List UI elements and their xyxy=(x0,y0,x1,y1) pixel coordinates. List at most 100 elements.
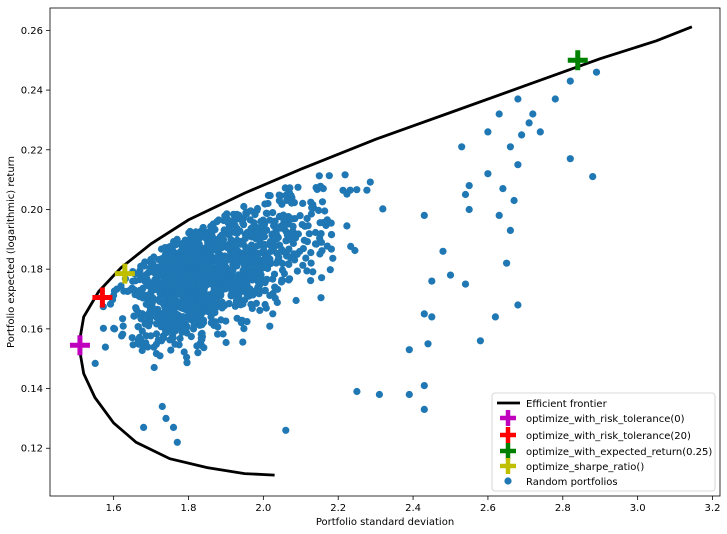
x-tick-label: 1.8 xyxy=(181,503,197,514)
x-tick-label: 2.0 xyxy=(255,503,271,514)
random-portfolio-point xyxy=(242,245,250,253)
random-portfolio-point xyxy=(309,201,317,209)
random-portfolio-point xyxy=(251,211,259,219)
random-portfolio-point xyxy=(237,301,245,309)
random-portfolio-point xyxy=(327,231,336,239)
random-portfolio-point xyxy=(131,291,139,299)
random-portfolio-point xyxy=(233,259,241,267)
random-portfolio-point xyxy=(325,172,333,180)
random-portfolio-point xyxy=(206,238,215,246)
random-portfolio-point xyxy=(226,226,234,234)
random-portfolio-point xyxy=(305,230,313,238)
y-tick-label: 0.24 xyxy=(21,86,43,97)
random-portfolio-point xyxy=(194,244,202,252)
random-portfolio-point xyxy=(206,265,214,273)
random-portfolio-point xyxy=(220,226,228,234)
random-portfolio-point xyxy=(281,184,289,192)
random-portfolio-point xyxy=(196,230,204,238)
random-portfolio-point xyxy=(266,192,274,200)
random-portfolio-point xyxy=(379,205,387,213)
random-portfolio-point xyxy=(275,197,283,205)
random-portfolio-point xyxy=(317,230,325,238)
random-portfolio-point xyxy=(198,329,206,337)
random-portfolio-point xyxy=(420,405,428,413)
random-portfolio-point xyxy=(491,313,499,321)
random-portfolio-point xyxy=(252,231,260,240)
random-portfolio-point xyxy=(316,219,324,227)
legend-marker-sharpe xyxy=(500,458,516,474)
random-portfolio-point xyxy=(156,352,164,360)
random-portfolio-point xyxy=(589,173,597,181)
random-portfolio-point xyxy=(366,178,374,186)
random-portfolio-point xyxy=(161,244,169,252)
random-portfolio-point xyxy=(242,279,250,287)
legend-box xyxy=(491,392,716,492)
random-portfolio-point xyxy=(248,243,256,251)
random-portfolio-point xyxy=(298,221,306,229)
random-portfolio-point xyxy=(420,211,428,219)
random-portfolio-point xyxy=(525,119,533,127)
random-portfolio-point xyxy=(252,299,260,307)
random-portfolio-point xyxy=(152,270,161,278)
random-portfolio-point xyxy=(199,262,207,270)
random-portfolio-point xyxy=(329,254,337,262)
random-portfolio-point xyxy=(197,311,205,319)
random-portfolio-point xyxy=(256,306,264,314)
random-portfolio-point xyxy=(150,307,158,315)
random-portfolio-point xyxy=(160,316,168,324)
random-portfolio-point xyxy=(166,270,174,279)
random-portfolio-point xyxy=(192,272,200,280)
legend-label-frontier: Efficient frontier xyxy=(526,399,608,410)
x-tick-label: 2.2 xyxy=(330,503,346,514)
random-portfolio-point xyxy=(152,330,161,338)
random-portfolio-point xyxy=(495,211,503,219)
random-portfolio-point xyxy=(243,318,251,326)
random-portfolio-point xyxy=(208,278,216,286)
random-portfolio-point xyxy=(142,279,150,287)
random-portfolio-point xyxy=(299,199,307,207)
random-portfolio-point xyxy=(119,315,127,323)
random-portfolio-point xyxy=(159,282,167,290)
y-axis-label: Portfolio expected (logarithmic) return xyxy=(6,156,17,348)
random-portfolio-point xyxy=(327,219,335,227)
random-portfolio-point xyxy=(273,298,281,307)
random-portfolio-point xyxy=(253,204,262,213)
random-portfolio-point xyxy=(211,289,219,297)
random-portfolio-point xyxy=(167,253,175,261)
random-portfolio-point xyxy=(135,333,144,341)
random-portfolio-point xyxy=(153,313,161,321)
random-portfolio-point xyxy=(196,318,204,326)
random-portfolio-point xyxy=(225,300,233,308)
random-portfolio-point xyxy=(111,325,119,333)
random-portfolio-point xyxy=(274,256,282,264)
efficient-frontier-line xyxy=(77,25,693,477)
random-portfolio-point xyxy=(194,236,202,245)
random-portfolio-point xyxy=(193,342,201,350)
random-portfolio-point xyxy=(149,294,157,302)
random-portfolio-point xyxy=(158,402,166,411)
random-portfolio-point xyxy=(428,313,436,321)
random-portfolio-point xyxy=(226,243,234,251)
random-portfolio-point xyxy=(271,283,279,291)
random-portfolio-point xyxy=(262,209,270,217)
random-portfolio-point xyxy=(173,438,181,446)
random-portfolio-point xyxy=(91,359,99,367)
random-portfolio-point xyxy=(294,183,302,191)
random-portfolio-point xyxy=(162,414,170,422)
random-portfolio-point xyxy=(187,333,195,341)
random-portfolio-point xyxy=(514,161,522,169)
random-portfolio-point xyxy=(503,259,511,267)
x-axis-ticks: 1.6 1.8 2.0 2.2 2.4 2.6 2.8 3.0 3.2 xyxy=(106,496,720,514)
random-portfolio-point xyxy=(212,254,221,262)
random-portfolio-point xyxy=(141,320,149,328)
random-portfolio-point xyxy=(303,238,311,246)
random-portfolio-point xyxy=(246,285,254,293)
random-portfolio-point xyxy=(261,263,269,271)
random-portfolio-point xyxy=(101,343,109,351)
random-portfolio-point xyxy=(270,270,279,278)
random-portfolio-point xyxy=(282,426,290,434)
random-portfolio-point xyxy=(237,240,245,248)
legend-label-sharpe: optimize_sharpe_ratio() xyxy=(526,462,644,473)
random-portfolio-point xyxy=(233,314,241,322)
random-portfolio-point xyxy=(240,202,248,211)
